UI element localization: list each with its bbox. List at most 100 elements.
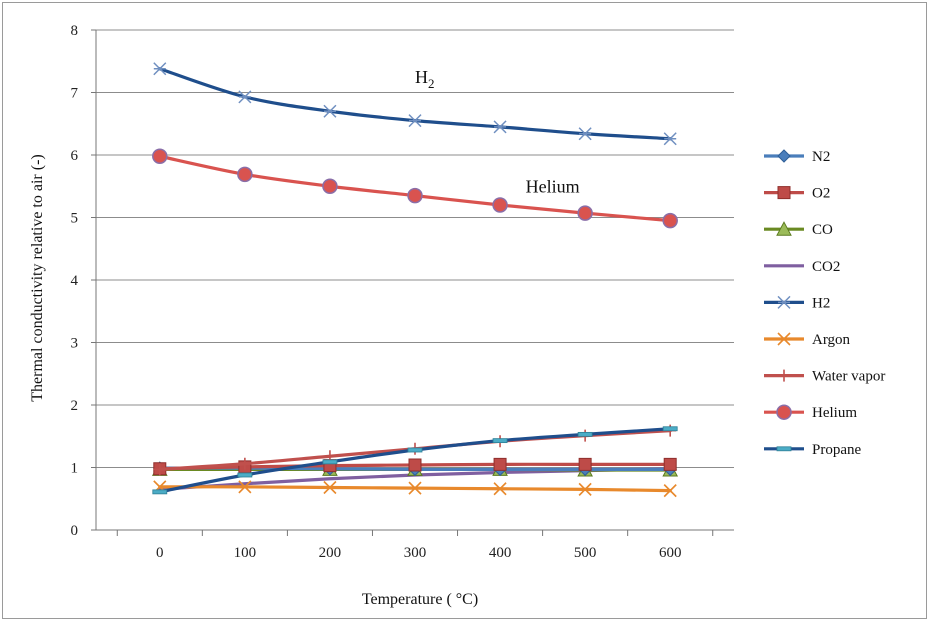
legend-label-o2: O2 — [812, 186, 830, 202]
point-propane-400 — [492, 438, 508, 444]
legend-marker-o2 — [777, 186, 791, 200]
axes: 0 1 2 3 4 5 6 7 8 0 100 200 300 400 500 600 — [71, 23, 734, 561]
x-tick-label-300: 300 — [404, 545, 427, 561]
series-argon — [153, 480, 677, 498]
y-tick-label-8: 8 — [71, 23, 79, 39]
x-tick-label-600: 600 — [659, 545, 682, 561]
y-tick-label-2: 2 — [71, 398, 79, 414]
point-helium-300 — [407, 187, 423, 204]
legend-item-water-vapor: Water vapor — [764, 369, 885, 385]
point-argon-100 — [238, 480, 252, 494]
point-propane-500 — [577, 431, 593, 437]
series-helium — [152, 148, 678, 229]
point-h2-200 — [323, 104, 337, 118]
point-helium-100 — [237, 166, 253, 183]
y-tick-label-7: 7 — [71, 86, 79, 102]
y-tick-label-5: 5 — [71, 211, 79, 227]
gridlines — [96, 29, 734, 468]
legend-marker-helium — [776, 404, 792, 420]
series-propane — [152, 426, 678, 495]
point-helium-0 — [152, 148, 168, 164]
point-argon-300 — [408, 481, 422, 495]
legend-marker-argon — [777, 332, 791, 346]
y-axis-label: Thermal conductivity relative to air (-) — [29, 154, 46, 401]
series-h2 — [153, 62, 677, 146]
annotation-text-0: H — [415, 67, 428, 87]
y-tick-label-4: 4 — [71, 273, 79, 289]
point-h2-400 — [493, 120, 507, 134]
x-tick-label-0: 0 — [156, 545, 164, 561]
point-propane-600 — [662, 426, 678, 432]
legend-marker-water-vapor — [778, 369, 790, 382]
point-helium-500 — [577, 205, 593, 221]
point-argon-600-b — [663, 484, 677, 498]
legend-marker-argon-b — [777, 332, 791, 346]
legend-label-h2: H2 — [812, 295, 830, 311]
point-argon-100-b — [238, 480, 252, 494]
legend-label-argon: Argon — [812, 332, 851, 348]
legend-item-co: CO — [764, 221, 833, 238]
point-h2-300 — [408, 114, 422, 128]
legend-item-helium: Helium — [764, 404, 857, 421]
x-axis-label: Temperature ( °C) — [362, 591, 478, 608]
y-tick-label-3: 3 — [71, 336, 79, 352]
legend-label-co2: CO2 — [812, 259, 840, 275]
annotation-sub-0: 2 — [428, 76, 435, 91]
legend-item-o2: O2 — [764, 186, 830, 202]
point-argon-500-b — [578, 482, 592, 496]
annotation-text-1: Helium — [526, 177, 580, 197]
legend-label-n2: N2 — [812, 149, 830, 165]
point-argon-300-b — [408, 481, 422, 495]
annotation-0: H2 — [415, 67, 435, 91]
point-helium-400 — [492, 197, 508, 213]
legend-item-propane: Propane — [764, 442, 861, 458]
y-tick-label-6: 6 — [71, 148, 79, 164]
x-tick-label-500: 500 — [574, 545, 597, 561]
annotation-1: Helium — [526, 177, 580, 197]
legend-label-water-vapor: Water vapor — [812, 369, 885, 385]
point-argon-400 — [493, 482, 507, 496]
point-propane-300 — [407, 447, 423, 453]
legend-marker-h2 — [777, 295, 791, 309]
legend-item-co2: CO2 — [764, 259, 840, 275]
point-argon-600 — [663, 484, 677, 498]
legend-item-h2: H2 — [764, 295, 830, 311]
point-water-vapor-0 — [153, 463, 166, 476]
legend-marker-propane — [776, 446, 792, 452]
point-helium-200 — [322, 178, 338, 194]
annotations: H2 Helium — [415, 67, 580, 196]
legend-label-co: CO — [812, 222, 833, 238]
point-h2-500 — [578, 127, 592, 141]
point-argon-200 — [323, 480, 337, 495]
point-o2-400 — [493, 457, 507, 471]
point-argon-400-b — [493, 482, 507, 496]
y-tick-label-0: 0 — [71, 523, 79, 539]
point-propane-100 — [237, 472, 253, 478]
legend-marker-n2 — [777, 149, 791, 163]
point-propane-0 — [152, 489, 168, 495]
legend-marker-co — [776, 221, 792, 236]
y-tick-label-1: 1 — [71, 461, 79, 477]
legend-label-helium: Helium — [812, 405, 857, 421]
point-h2-100 — [238, 90, 252, 104]
legend-item-n2: N2 — [764, 149, 830, 165]
x-tick-label-200: 200 — [319, 545, 342, 561]
point-o2-500 — [578, 457, 592, 471]
point-argon-500 — [578, 482, 592, 496]
x-tick-label-100: 100 — [234, 545, 257, 561]
point-water-vapor-100 — [238, 457, 251, 470]
x-tick-label-400: 400 — [489, 545, 512, 561]
point-o2-300 — [408, 458, 422, 472]
legend-label-propane: Propane — [812, 442, 861, 458]
series-group — [151, 62, 679, 498]
legend: N2 O2 CO CO2 H2 Argon Water vapor Helium Propane — [764, 149, 885, 458]
point-h2-600 — [663, 132, 677, 146]
point-helium-600 — [662, 212, 678, 229]
point-argon-200-b — [323, 480, 337, 495]
point-propane-200 — [322, 459, 338, 465]
point-h2-0 — [153, 62, 167, 76]
legend-item-argon: Argon — [764, 332, 851, 348]
point-o2-600 — [663, 457, 677, 471]
